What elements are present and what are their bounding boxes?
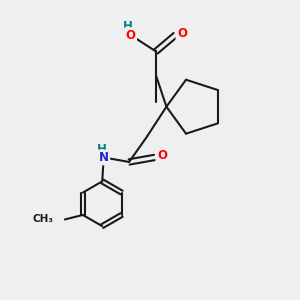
Text: O: O [177, 27, 187, 40]
Text: N: N [99, 151, 109, 164]
Text: CH₃: CH₃ [33, 214, 54, 224]
Text: O: O [126, 28, 136, 41]
Text: H: H [123, 20, 133, 33]
Text: O: O [157, 149, 167, 163]
Text: H: H [97, 142, 107, 156]
